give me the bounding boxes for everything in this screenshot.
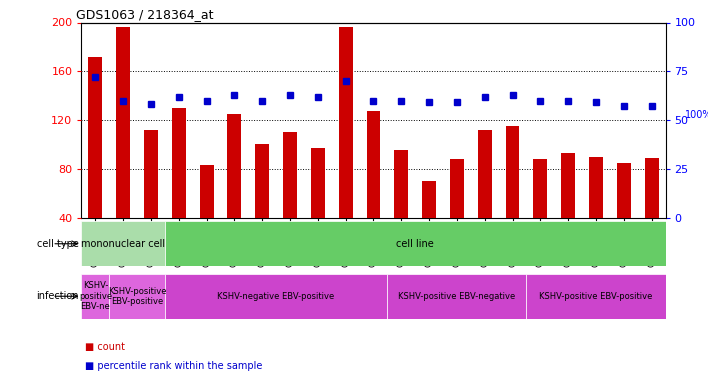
Bar (165, 274, 387, 319)
Text: KSHV-positive EBV-negative: KSHV-positive EBV-negative (399, 292, 515, 301)
Text: infection: infection (36, 291, 79, 301)
Text: cell type: cell type (37, 239, 79, 249)
Text: ■ percentile rank within the sample: ■ percentile rank within the sample (85, 361, 263, 370)
Bar (506, 126, 520, 218)
Bar (144, 130, 158, 218)
Bar (394, 150, 409, 217)
Text: KSHV-positive EBV-positive: KSHV-positive EBV-positive (539, 292, 653, 301)
Bar (561, 153, 575, 218)
Bar (478, 130, 491, 218)
Bar (172, 108, 185, 218)
Bar (256, 144, 269, 218)
Bar (450, 159, 464, 218)
Bar (338, 27, 353, 218)
Text: GDS1063 / 218364_at: GDS1063 / 218364_at (76, 8, 213, 21)
Bar (81, 274, 109, 319)
Text: KSHV-
positive
EBV-ne: KSHV- positive EBV-ne (79, 281, 112, 311)
Text: ■ count: ■ count (85, 342, 125, 352)
Bar (109, 274, 165, 319)
Bar (227, 114, 241, 218)
Bar (645, 158, 658, 218)
Bar (165, 221, 666, 266)
Bar (311, 148, 325, 217)
Bar (422, 181, 436, 218)
Bar (367, 111, 380, 218)
Bar (589, 157, 603, 218)
Text: cell line: cell line (396, 239, 434, 249)
Text: KSHV-positive
EBV-positive: KSHV-positive EBV-positive (108, 286, 166, 306)
Bar (617, 163, 631, 218)
Y-axis label: 100%: 100% (685, 110, 708, 120)
Bar (88, 57, 102, 217)
Text: mononuclear cell: mononuclear cell (81, 239, 165, 249)
Bar (200, 165, 214, 218)
Bar (116, 27, 130, 218)
Bar (387, 274, 527, 319)
Bar (527, 274, 666, 319)
Bar (283, 132, 297, 218)
Bar (533, 159, 547, 218)
Text: KSHV-negative EBV-positive: KSHV-negative EBV-positive (217, 292, 335, 301)
Bar (81, 221, 165, 266)
